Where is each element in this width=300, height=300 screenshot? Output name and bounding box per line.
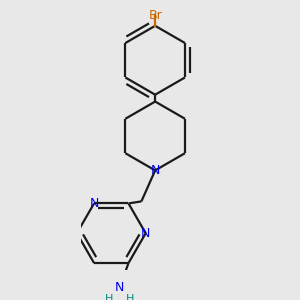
Text: N: N: [115, 281, 124, 294]
Text: N: N: [151, 164, 160, 177]
Text: N: N: [89, 197, 99, 210]
Text: H: H: [105, 294, 114, 300]
Text: Br: Br: [148, 9, 162, 22]
Text: N: N: [141, 227, 150, 240]
Text: H: H: [126, 294, 134, 300]
